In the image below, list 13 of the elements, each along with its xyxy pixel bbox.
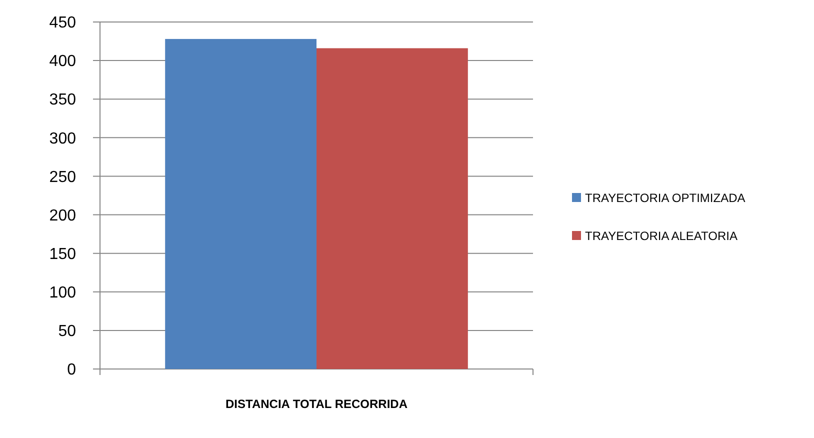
y-tick-label: 150 [49,246,76,263]
x-tick-label: DISTANCIA TOTAL RECORRIDA [226,397,408,411]
y-tick-label: 50 [58,323,76,340]
y-tick-label: 250 [49,168,76,186]
y-tick-label: 300 [49,130,76,148]
legend-label: TRAYECTORIA OPTIMIZADA [585,191,746,206]
y-tick-label: 100 [49,284,76,302]
y-tick-label: 400 [49,53,76,70]
y-tick-label: 0 [67,362,76,379]
y-tick-label: 450 [49,14,76,32]
y-tick-label: 350 [49,92,76,109]
y-tick-label: 200 [49,207,76,224]
legend-label: TRAYECTORIA ALEATORIA [585,229,738,244]
